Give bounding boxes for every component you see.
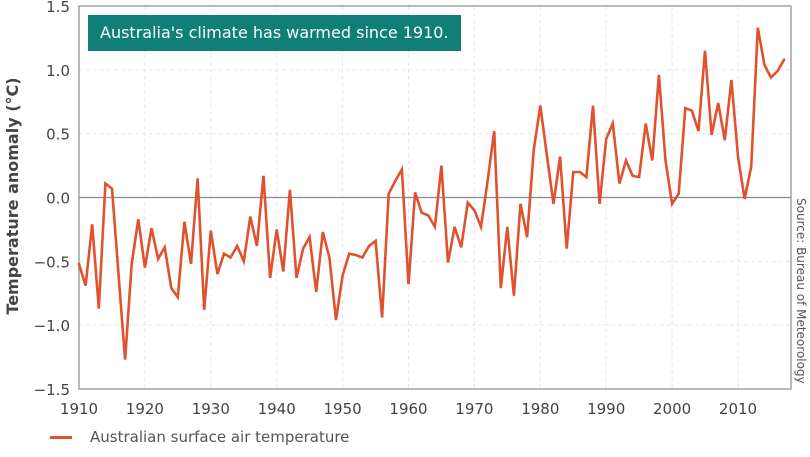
legend-label: Australian surface air temperature bbox=[90, 428, 350, 446]
x-tick-label: 1940 bbox=[258, 400, 296, 418]
x-axis: 1910 1920 1930 1940 1950 1960 1970 1980 1990 2000… bbox=[60, 400, 757, 418]
y-tick-label: 1.0 bbox=[46, 62, 70, 80]
y-tick-label: 0.5 bbox=[46, 126, 70, 144]
y-tick-label: 1.5 bbox=[46, 0, 70, 16]
x-tick-label: 1950 bbox=[324, 400, 362, 418]
x-tick-label: 2010 bbox=[719, 400, 757, 418]
y-axis: 1.5 1.0 0.5 0.0 −0.5 −1.0 −1.5 bbox=[34, 0, 70, 399]
legend-swatch bbox=[50, 435, 72, 439]
y-tick-label: −1.0 bbox=[34, 317, 70, 335]
plot-frame bbox=[78, 5, 792, 390]
x-tick-label: 1990 bbox=[587, 400, 625, 418]
chart-title-banner: Australia's climate has warmed since 191… bbox=[88, 15, 461, 51]
x-tick-label: 1970 bbox=[455, 400, 493, 418]
x-tick-label: 2000 bbox=[653, 400, 691, 418]
y-axis-title: Temperature anomaly (°C) bbox=[3, 77, 22, 314]
x-tick-label: 1980 bbox=[521, 400, 559, 418]
y-tick-label: 0.0 bbox=[46, 190, 70, 208]
x-tick-label: 1930 bbox=[192, 400, 230, 418]
y-tick-label: −0.5 bbox=[34, 253, 70, 271]
legend: Australian surface air temperature bbox=[50, 428, 349, 446]
source-note: Source: Bureau of Meteorology bbox=[794, 198, 808, 384]
x-tick-label: 1960 bbox=[389, 400, 427, 418]
data-points bbox=[78, 27, 785, 360]
y-tick-label: −1.5 bbox=[34, 381, 70, 399]
x-tick-label: 1920 bbox=[126, 400, 164, 418]
series-line-australian-surface-air-temperature bbox=[77, 27, 786, 360]
x-tick-label: 1910 bbox=[60, 400, 98, 418]
